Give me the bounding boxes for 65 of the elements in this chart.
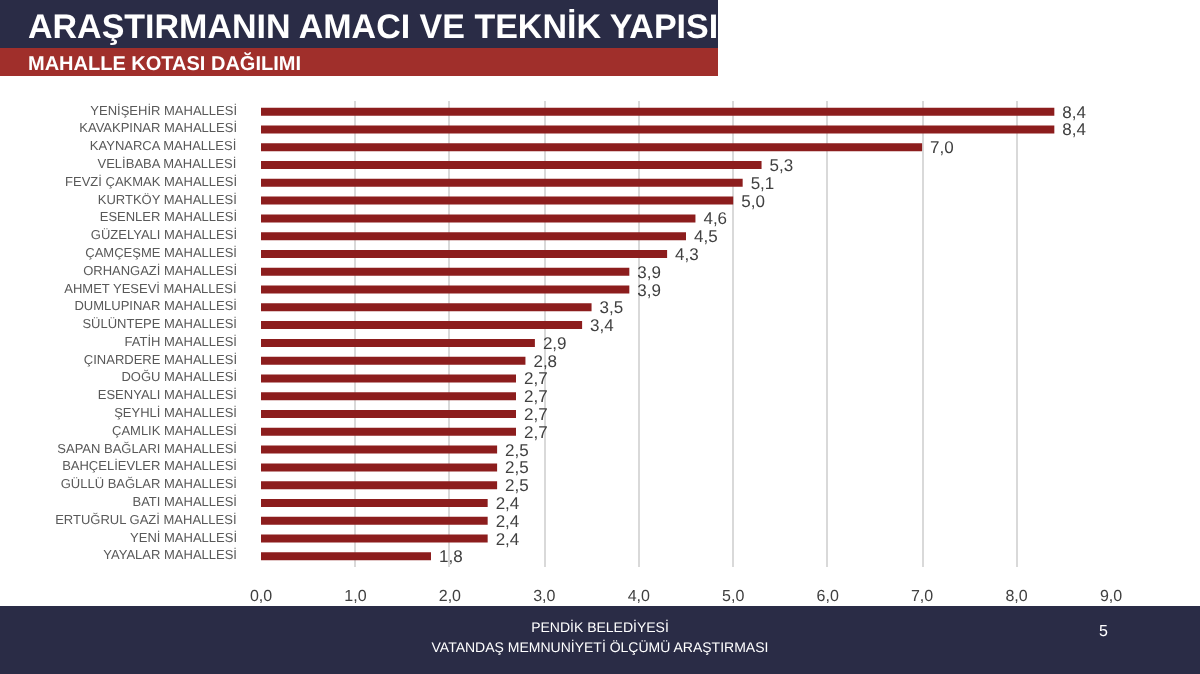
bar bbox=[261, 410, 516, 419]
x-tick-label: 2,0 bbox=[438, 587, 463, 605]
bar bbox=[261, 107, 1055, 116]
data-label: 2,5 bbox=[505, 475, 530, 496]
x-tick-label: 1,0 bbox=[344, 587, 368, 605]
data-label: 2,9 bbox=[542, 332, 568, 353]
x-tick-label: 7,0 bbox=[910, 587, 935, 605]
bar bbox=[261, 285, 630, 294]
data-label: 7,0 bbox=[930, 137, 955, 158]
x-tick-label: 8,0 bbox=[1005, 587, 1029, 605]
data-label: 2,5 bbox=[505, 457, 530, 478]
data-label: 5,0 bbox=[741, 190, 766, 211]
bar bbox=[261, 516, 488, 525]
data-label: 2,8 bbox=[533, 350, 558, 371]
data-label: 2,7 bbox=[524, 421, 549, 442]
bar bbox=[261, 214, 696, 223]
bar bbox=[261, 356, 526, 365]
bar bbox=[261, 338, 535, 347]
bar bbox=[261, 161, 762, 170]
data-label: 3,4 bbox=[590, 315, 615, 336]
data-label: 3,5 bbox=[599, 297, 624, 318]
data-label: 4,6 bbox=[703, 208, 728, 229]
x-tick-label: 5,0 bbox=[722, 587, 746, 605]
x-tick-label: 4,0 bbox=[627, 587, 651, 605]
bar bbox=[261, 392, 516, 401]
bar bbox=[261, 143, 923, 152]
data-label: 8,4 bbox=[1062, 119, 1087, 140]
data-label: 2,4 bbox=[495, 492, 520, 513]
bar bbox=[261, 125, 1055, 134]
bar bbox=[261, 374, 516, 383]
bar bbox=[261, 498, 488, 507]
data-label: 4,3 bbox=[675, 243, 700, 264]
bar bbox=[261, 463, 498, 472]
bar bbox=[261, 534, 488, 543]
data-label: 3,9 bbox=[637, 261, 662, 282]
data-label: 2,7 bbox=[524, 368, 549, 389]
data-label: 2,4 bbox=[495, 528, 520, 549]
data-label: 8,4 bbox=[1062, 101, 1087, 122]
bar bbox=[261, 267, 630, 276]
x-tick-label: 6,0 bbox=[816, 587, 840, 605]
bar bbox=[261, 196, 734, 205]
bar bbox=[261, 552, 431, 561]
bar bbox=[261, 445, 498, 454]
data-label: 4,5 bbox=[694, 226, 719, 247]
data-label: 3,9 bbox=[637, 279, 662, 300]
bar bbox=[261, 249, 668, 258]
bar bbox=[261, 321, 583, 330]
chart-subtitle: MAHALLE KOTASI DAĞILIMI bbox=[0, 48, 719, 76]
data-label: 1,8 bbox=[439, 546, 464, 567]
bar bbox=[261, 481, 498, 490]
bar bbox=[261, 427, 516, 436]
data-label: 2,5 bbox=[505, 439, 530, 460]
x-tick-label: 3,0 bbox=[533, 587, 557, 605]
x-tick-label: 9,0 bbox=[1099, 587, 1124, 605]
bar bbox=[261, 232, 686, 241]
data-label: 2,7 bbox=[524, 386, 549, 407]
bar bbox=[261, 303, 592, 312]
chart-title: ARAŞTIRMANIN AMACI VE TEKNİK YAPISI bbox=[0, 0, 719, 48]
data-label: 5,1 bbox=[750, 172, 775, 193]
data-label: 5,3 bbox=[769, 155, 794, 176]
bar bbox=[261, 178, 743, 187]
x-tick-label: 0,0 bbox=[249, 587, 274, 605]
data-label: 2,7 bbox=[524, 404, 549, 425]
data-label: 2,4 bbox=[495, 510, 520, 531]
text: 5 bbox=[1099, 622, 1108, 642]
